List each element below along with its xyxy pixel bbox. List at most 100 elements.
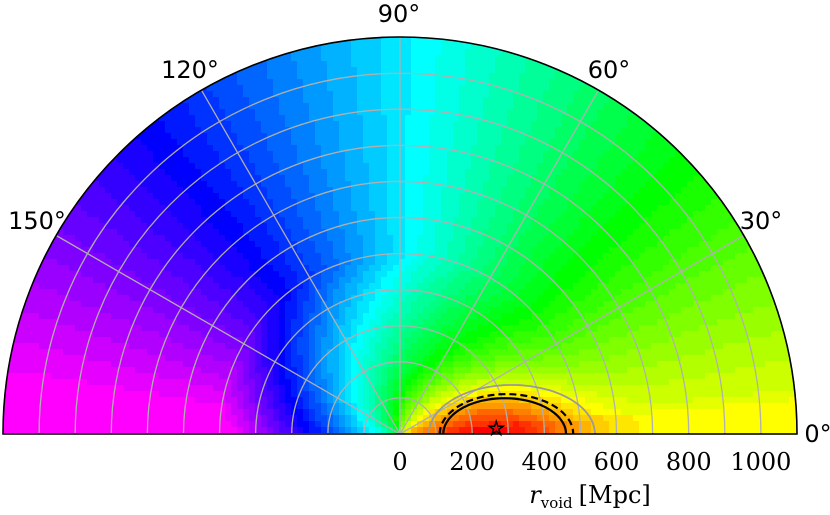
heatmap-cell	[57, 319, 64, 326]
heatmap-cell	[693, 337, 700, 344]
heatmap-cell	[693, 265, 700, 272]
heatmap-cell	[153, 193, 160, 200]
heatmap-cell	[321, 139, 328, 146]
heatmap-cell	[501, 277, 508, 284]
heatmap-cell	[405, 265, 412, 272]
heatmap-cell	[237, 295, 244, 302]
heatmap-cell	[567, 187, 574, 194]
heatmap-cell	[129, 175, 136, 182]
heatmap-cell	[99, 277, 106, 284]
heatmap-cell	[291, 151, 298, 158]
heatmap-cell	[243, 103, 250, 110]
heatmap-cell	[423, 313, 430, 320]
heatmap-cell	[561, 115, 568, 122]
heatmap-cell	[483, 259, 490, 266]
heatmap-cell	[435, 187, 442, 194]
heatmap-cell	[405, 115, 412, 122]
heatmap-cell	[693, 295, 700, 302]
heatmap-cell	[561, 175, 568, 182]
heatmap-cell	[627, 271, 634, 278]
heatmap-cell	[117, 193, 124, 200]
heatmap-cell	[345, 187, 352, 194]
heatmap-cell	[639, 295, 646, 302]
heatmap-cell	[627, 337, 634, 344]
heatmap-cell	[447, 55, 454, 62]
heatmap-cell	[447, 277, 454, 284]
heatmap-cell	[627, 295, 634, 302]
heatmap-cell	[507, 319, 514, 326]
heatmap-cell	[525, 175, 532, 182]
heatmap-cell	[297, 175, 304, 182]
heatmap-cell	[495, 91, 502, 98]
heatmap-cell	[537, 175, 544, 182]
heatmap-cell	[483, 337, 490, 344]
heatmap-cell	[357, 103, 364, 110]
heatmap-cell	[261, 289, 268, 296]
heatmap-cell	[585, 85, 592, 92]
heatmap-cell	[441, 127, 448, 134]
heatmap-cell	[549, 271, 556, 278]
heatmap-cell	[183, 319, 190, 326]
heatmap-cell	[291, 199, 298, 206]
heatmap-cell	[243, 313, 250, 320]
heatmap-cell	[597, 145, 604, 152]
heatmap-cell	[417, 103, 424, 110]
heatmap-cell	[651, 211, 658, 218]
heatmap-cell	[297, 301, 304, 308]
heatmap-cell	[585, 247, 592, 254]
heatmap-cell	[153, 151, 160, 158]
heatmap-cell	[171, 217, 178, 224]
heatmap-cell	[267, 271, 274, 278]
heatmap-cell	[513, 157, 520, 164]
heatmap-cell	[309, 187, 316, 194]
heatmap-cell	[501, 115, 508, 122]
heatmap-cell	[357, 319, 364, 326]
heatmap-cell	[63, 259, 70, 266]
heatmap-cell	[249, 271, 256, 278]
heatmap-cell	[153, 121, 160, 128]
heatmap-cell	[135, 337, 142, 344]
heatmap-cell	[219, 301, 226, 308]
heatmap-cell	[489, 85, 496, 92]
heatmap-cell	[477, 103, 484, 110]
heatmap-cell	[381, 97, 388, 104]
heatmap-cell	[375, 97, 382, 104]
heatmap-cell	[423, 331, 430, 338]
heatmap-cell	[39, 283, 46, 290]
heatmap-cell	[369, 325, 376, 332]
heatmap-cell	[543, 223, 550, 230]
heatmap-cell	[201, 109, 208, 116]
heatmap-cell	[621, 259, 628, 266]
heatmap-cell	[465, 133, 472, 140]
heatmap-cell	[237, 289, 244, 296]
heatmap-cell	[123, 235, 130, 242]
heatmap-cell	[591, 301, 598, 308]
heatmap-cell	[75, 229, 82, 236]
heatmap-cell	[279, 175, 286, 182]
heatmap-cell	[93, 193, 100, 200]
heatmap-cell	[363, 259, 370, 266]
heatmap-cell	[369, 133, 376, 140]
heatmap-cell	[435, 325, 442, 332]
heatmap-cell	[699, 319, 706, 326]
heatmap-cell	[627, 283, 634, 290]
heatmap-cell	[291, 235, 298, 242]
heatmap-cell	[477, 193, 484, 200]
heatmap-cell	[117, 199, 124, 206]
heatmap-cell	[321, 295, 328, 302]
heatmap-cell	[249, 109, 256, 116]
heatmap-cell	[153, 223, 160, 230]
heatmap-cell	[393, 199, 400, 206]
heatmap-cell	[417, 337, 424, 344]
heatmap-cell	[579, 199, 586, 206]
heatmap-cell	[303, 157, 310, 164]
heatmap-cell	[699, 187, 706, 194]
heatmap-cell	[93, 277, 100, 284]
heatmap-cell	[465, 85, 472, 92]
heatmap-cell	[633, 283, 640, 290]
heatmap-cell	[339, 61, 346, 68]
heatmap-cell	[483, 145, 490, 152]
heatmap-cell	[639, 169, 646, 176]
heatmap-cell	[609, 259, 616, 266]
heatmap-cell	[153, 271, 160, 278]
